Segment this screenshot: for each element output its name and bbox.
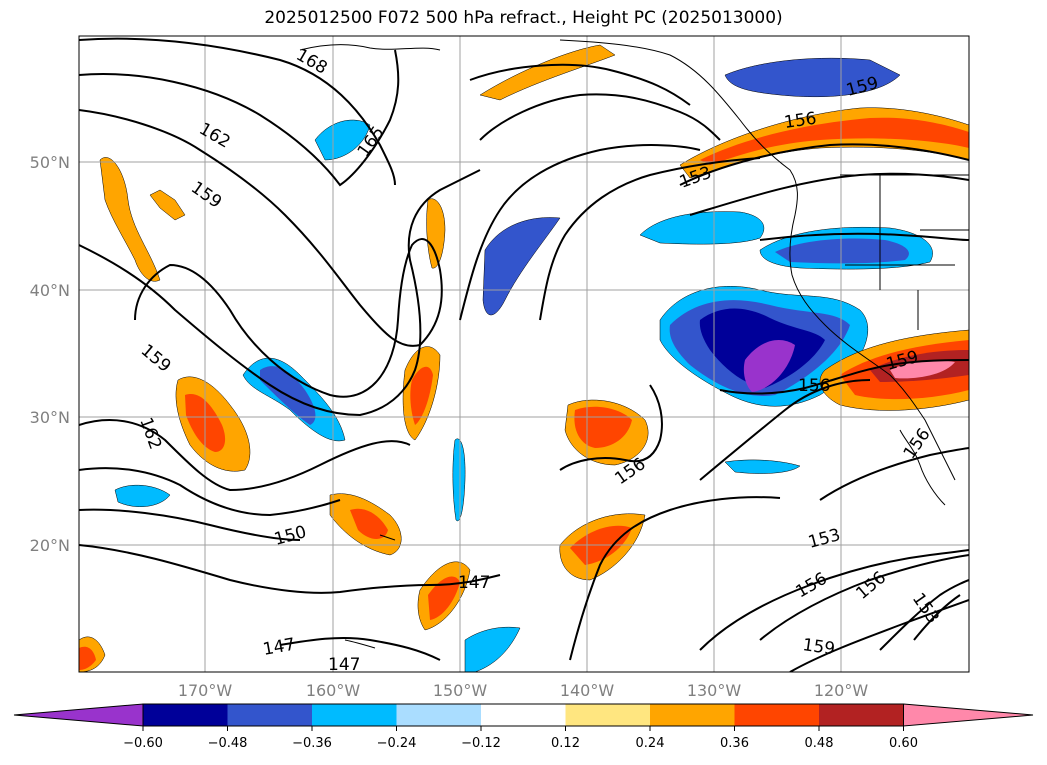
colorbar-segment — [143, 704, 228, 726]
colorbar-segment — [312, 704, 397, 726]
colorbar-tick-label: −0.60 — [123, 736, 163, 751]
colorbar-frame — [142, 703, 904, 727]
longitude-labels: 170°W 160°W 150°W 140°W 130°W 120°W — [178, 681, 869, 700]
contour-label: 159 — [801, 635, 836, 659]
lon-label: 130°W — [687, 681, 742, 700]
coastlines — [299, 39, 969, 649]
contour-label: 147 — [458, 573, 490, 593]
map-frame — [78, 35, 970, 673]
colorbar-tick-label: −0.12 — [461, 736, 501, 751]
colorbar-tick-label: 0.48 — [805, 736, 834, 751]
contour-label: 147 — [328, 655, 360, 675]
colorbar-segment — [819, 704, 904, 726]
colorbar-segment — [565, 704, 650, 726]
colorbar-extend-high — [903, 703, 1034, 727]
contour-label: 156 — [783, 109, 818, 133]
graticule — [79, 36, 969, 672]
contour-label: 156 — [798, 376, 830, 396]
latitude-labels: 50°N 40°N 30°N 20°N — [30, 153, 70, 555]
lat-label: 30°N — [30, 408, 70, 427]
colorbar-extend-low — [13, 703, 144, 727]
colorbar-tick-label: 0.60 — [889, 736, 918, 751]
map-area: 168 162 165 159 156 153 159 162 150 147 … — [79, 36, 969, 675]
lon-label: 150°W — [433, 681, 488, 700]
colorbar-tick-label: −0.48 — [208, 736, 248, 751]
colorbar-tick-label: −0.24 — [377, 736, 417, 751]
lon-label: 160°W — [306, 681, 361, 700]
lon-label: 170°W — [178, 681, 233, 700]
lat-label: 40°N — [30, 281, 70, 300]
colorbar-segment — [481, 704, 566, 726]
lon-label: 120°W — [814, 681, 869, 700]
lon-label: 140°W — [560, 681, 615, 700]
colorbar-segment — [227, 704, 312, 726]
colorbar-segment — [396, 704, 481, 726]
map-title: 2025012500 F072 500 hPa refract., Height… — [264, 8, 783, 28]
colorbar-segment — [734, 704, 819, 726]
colorbar-tick-label: 0.24 — [636, 736, 665, 751]
colorbar: −0.60 −0.48 −0.36 −0.24 −0.12 0.12 0.24 0.36 0.4… — [13, 703, 1034, 751]
colorbar-tick-label: −0.36 — [292, 736, 332, 751]
colorbar-tick-label: 0.36 — [720, 736, 749, 751]
lat-label: 20°N — [30, 536, 70, 555]
colorbar-tick-label: 0.12 — [551, 736, 580, 751]
lat-label: 50°N — [30, 153, 70, 172]
height-contours — [79, 37, 969, 672]
colorbar-segment — [650, 704, 735, 726]
